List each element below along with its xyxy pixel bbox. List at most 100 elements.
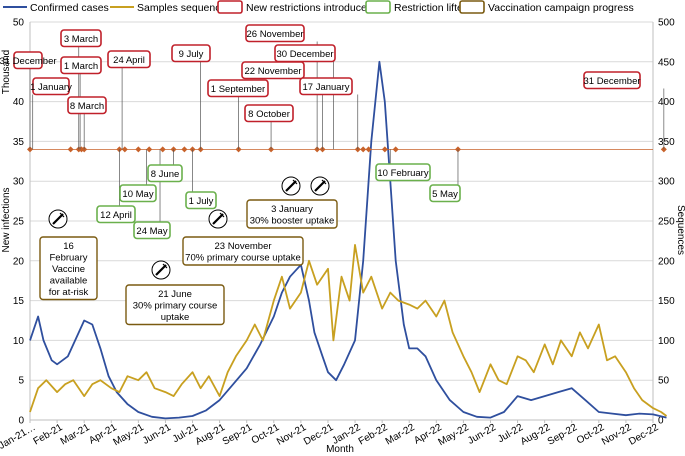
syringe-icon (48, 209, 68, 229)
annotation-text: 30% primary course (133, 301, 217, 312)
legend-label: Confirmed cases (30, 2, 109, 14)
annotation-text: 70% primary course uptake (185, 253, 301, 264)
annotation-text: 8 March (70, 101, 104, 112)
x-tick-label: Aug-21 (194, 422, 228, 448)
legend-item: Confirmed cases (3, 2, 109, 14)
event-marker (360, 146, 367, 153)
annotation-text: 21 June (158, 289, 192, 300)
syringe-icon (208, 209, 228, 229)
annotation-text: 10 February (377, 168, 428, 179)
x-tick-label: Nov-22 (600, 422, 634, 448)
syringe-icon-body (314, 180, 326, 192)
legend-label: Vaccination campaign progress (488, 2, 634, 14)
annotation-box (39, 236, 98, 301)
annotation-lifted: 5 May (429, 149, 461, 203)
annotation-box (244, 104, 294, 123)
legend-label: New restrictions introduced (246, 2, 373, 14)
annotation-text: 31 December (583, 76, 640, 87)
annotation-box (147, 164, 183, 183)
annotation-text: 1 January (30, 82, 72, 93)
y-left-tick-label: 30 (13, 177, 25, 188)
legend-label: Samples sequenced (137, 2, 232, 14)
legend-swatch-box (459, 0, 485, 14)
y-left-tick-label: 20 (13, 256, 25, 267)
annotation-restriction: 30 December (274, 44, 336, 150)
annotation-restriction: 26 November (245, 24, 318, 150)
annotation-text: 30% booster uptake (250, 216, 335, 227)
annotation-box (185, 191, 217, 210)
x-tick-label: Nov-21 (275, 422, 309, 448)
series-line-samples-sequenced (29, 244, 668, 417)
y-right-tick-label: 400 (658, 97, 675, 108)
y-right-tick-label: 300 (658, 177, 675, 188)
syringe-icon (310, 176, 330, 196)
annotation-box (375, 163, 431, 182)
annotation-restriction: 8 March (67, 96, 107, 150)
syringe-icon-plunger (59, 212, 65, 218)
syringe-icon-body (212, 213, 224, 225)
y-right-tick-label: 50 (658, 376, 670, 387)
annotation-text: available (50, 276, 88, 287)
y-left-tick-label: 40 (13, 97, 25, 108)
annotation-box (583, 71, 641, 90)
x-tick-label: Jun-22 (466, 422, 498, 447)
left-axis-title: New infections (1, 187, 12, 252)
annotation-text: 1 March (64, 61, 98, 72)
annotation-text: 9 July (179, 49, 204, 60)
x-tick-label: Dec-22 (627, 422, 661, 448)
left-axis-unit: Thousand (1, 50, 12, 94)
annotation-box (171, 44, 211, 63)
x-tick-label: Mar-21 (59, 422, 92, 448)
annotation-text: 24 May (136, 226, 167, 237)
annotation-box (299, 77, 353, 96)
legend-item: Vaccination campaign progress (459, 0, 634, 14)
syringe-icon (151, 260, 171, 280)
annotation-box (60, 29, 102, 48)
y-right-tick-label: 250 (658, 217, 675, 228)
x-tick-label: Feb-21 (32, 422, 65, 448)
annotation-text: 1 July (189, 196, 214, 207)
chart-legend: Confirmed cases Samples sequenced New rest… (3, 0, 634, 14)
event-marker (381, 146, 388, 153)
event-marker (365, 146, 372, 153)
legend-swatch-box (365, 0, 391, 14)
event-marker (67, 146, 74, 153)
x-tick-label: May-21 (111, 422, 146, 448)
annotation-restriction: 9 July (171, 44, 211, 150)
annotation-text: 31 December (0, 56, 57, 67)
annotation-lifted: 10 May (119, 149, 157, 203)
annotation-box (429, 184, 461, 203)
annotation-text: 16 (63, 241, 74, 252)
annotation-restriction: 8 October (244, 104, 294, 150)
x-tick-label: Aug-22 (519, 422, 553, 448)
annotation-text: 22 November (244, 66, 301, 77)
annotation-text: 3 January (271, 204, 313, 215)
x-tick-label: Sep-22 (546, 422, 580, 448)
y-right-tick-label: 200 (658, 256, 675, 267)
annotation-text: 8 June (151, 169, 180, 180)
annotation-box (245, 24, 305, 43)
annotation-text: 26 November (246, 29, 303, 40)
annotation-restriction: 1 January (30, 77, 72, 150)
y-left-tick-label: 10 (13, 336, 25, 347)
annotation-text: uptake (161, 312, 190, 323)
series-line-confirmed-cases (29, 60, 667, 420)
annotation-box (67, 96, 107, 115)
annotation-box (133, 221, 171, 240)
event-marker (392, 146, 399, 153)
syringe-icon-body (52, 213, 64, 225)
annotation-box (207, 79, 269, 98)
annotation-box (32, 77, 70, 96)
syringe-icon-body (155, 264, 167, 276)
annotation-lifted: 8 June (147, 149, 183, 183)
annotation-box (125, 284, 225, 326)
annotation-lifted: 1 July (185, 149, 217, 210)
y-left-tick-label: 35 (13, 137, 25, 148)
syringe-icon-body (285, 180, 297, 192)
annotation-text: 8 October (248, 109, 290, 120)
y-left-tick-label: 15 (13, 296, 25, 307)
annotation-text: Vaccine (52, 264, 85, 275)
